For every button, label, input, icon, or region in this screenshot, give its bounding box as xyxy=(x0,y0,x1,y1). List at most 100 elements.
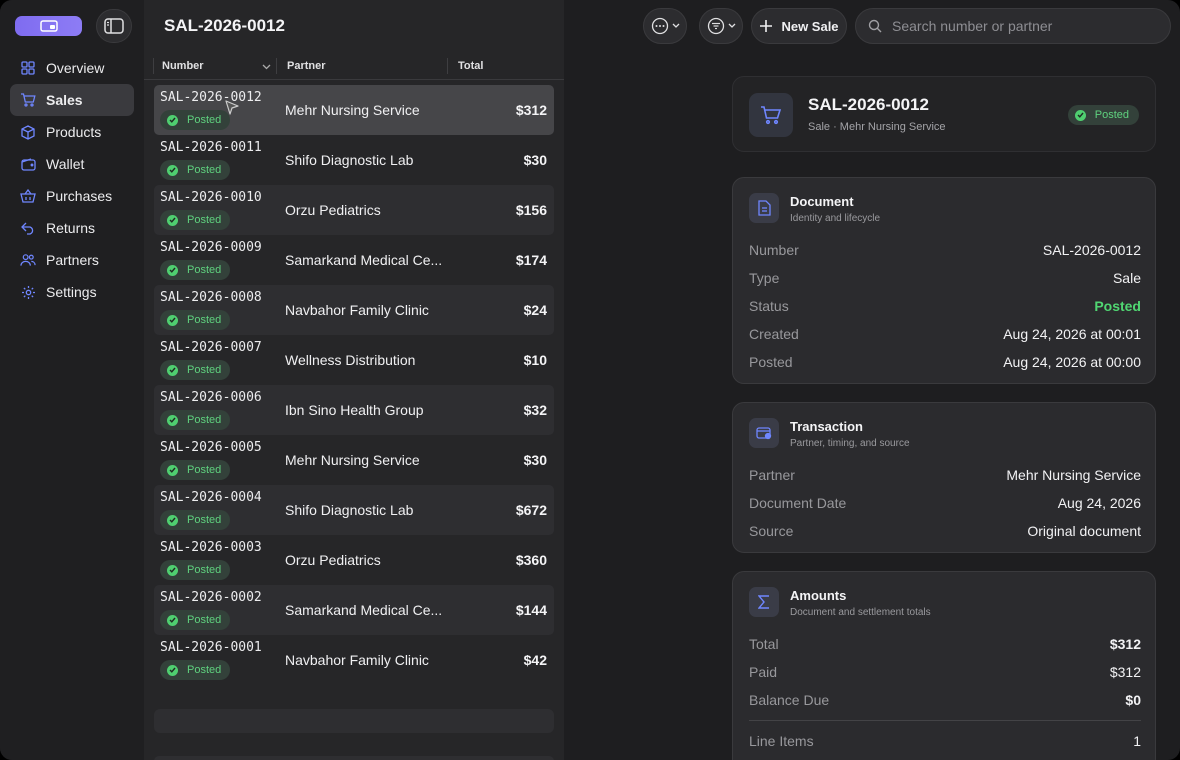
row-number: SAL-2026-0004 xyxy=(160,490,262,505)
sidebar-nav: Overview Sales Products Wallet Purchases… xyxy=(10,52,134,308)
app-logo[interactable] xyxy=(15,16,82,36)
row-partner: Samarkand Medical Ce... xyxy=(285,252,443,268)
sidebar-item-partners[interactable]: Partners xyxy=(10,244,134,276)
box-icon xyxy=(20,124,36,140)
row-number: SAL-2026-0005 xyxy=(160,440,262,455)
field-value: Sale xyxy=(1112,270,1141,286)
field-created: Created Aug 24, 2026 at 00:01 xyxy=(749,326,1141,346)
field-value: SAL-2026-0012 xyxy=(1042,242,1141,258)
new-sale-button[interactable]: New Sale xyxy=(751,8,847,44)
table-row[interactable]: SAL-2026-0010 Posted Orzu Pediatrics $156 xyxy=(154,185,554,235)
field-label: Posted xyxy=(749,354,793,370)
table-row[interactable]: SAL-2026-0006 Posted Ibn Sino Health Group… xyxy=(154,385,554,435)
field-balance-due: Balance Due $0 xyxy=(749,692,1141,712)
status-badge: Posted xyxy=(160,510,231,530)
sidebar-item-products[interactable]: Products xyxy=(10,116,134,148)
mouse-cursor-icon xyxy=(225,100,239,115)
card-subtitle: Identity and lifecycle xyxy=(790,213,881,224)
status-badge: Posted xyxy=(160,410,231,430)
sidebar-item-wallet[interactable]: Wallet xyxy=(10,148,134,180)
card-title: Document xyxy=(790,194,854,209)
check-circle-icon xyxy=(1074,109,1086,121)
table-row[interactable]: SAL-2026-0011 Posted Shifo Diagnostic Lab $… xyxy=(154,135,554,185)
status-badge-label: Posted xyxy=(187,614,222,626)
field-line-items: Line Items 1 xyxy=(749,733,1141,753)
sort-chevron-icon[interactable] xyxy=(262,61,271,73)
cart-icon xyxy=(749,93,793,137)
sidebar-item-overview[interactable]: Overview xyxy=(10,52,134,84)
status-badge: Posted xyxy=(160,610,231,630)
field-label: Created xyxy=(749,326,799,342)
row-partner: Shifo Diagnostic Lab xyxy=(285,152,414,168)
row-partner: Ibn Sino Health Group xyxy=(285,402,424,418)
card-title: Transaction xyxy=(790,419,863,434)
more-options-button[interactable] xyxy=(643,8,687,44)
sidebar-item-settings[interactable]: Settings xyxy=(10,276,134,308)
divider xyxy=(749,720,1141,721)
row-partner: Mehr Nursing Service xyxy=(285,452,420,468)
row-number: SAL-2026-0012 xyxy=(160,90,262,105)
search-field[interactable] xyxy=(855,8,1171,44)
filter-button[interactable] xyxy=(699,8,743,44)
sidebar-item-returns[interactable]: Returns xyxy=(10,212,134,244)
field-value: Aug 24, 2026 at 00:00 xyxy=(1003,354,1141,370)
row-number: SAL-2026-0009 xyxy=(160,240,262,255)
table-row[interactable]: SAL-2026-0007 Posted Wellness Distribution… xyxy=(154,335,554,385)
status-badge-label: Posted xyxy=(187,664,222,676)
status-badge: Posted xyxy=(160,310,231,330)
gear-icon xyxy=(20,284,36,300)
check-circle-icon xyxy=(167,664,178,676)
amounts-card: Amounts Document and settlement totals T… xyxy=(732,571,1156,760)
sidebar-toggle-button[interactable] xyxy=(96,9,132,43)
field-label: Document Date xyxy=(749,495,847,511)
sidebar-item-label: Purchases xyxy=(46,188,113,204)
sidebar-item-purchases[interactable]: Purchases xyxy=(10,180,134,212)
column-header-partner[interactable]: Partner xyxy=(287,60,326,72)
row-number: SAL-2026-0008 xyxy=(160,290,262,305)
field-paid: Paid $312 xyxy=(749,664,1141,684)
field-source: Source Original document xyxy=(749,523,1141,543)
field-type: Type Sale xyxy=(749,270,1141,290)
row-number: SAL-2026-0007 xyxy=(160,340,262,355)
ellipsis-circle-icon xyxy=(651,17,668,35)
row-partner: Shifo Diagnostic Lab xyxy=(285,502,414,518)
empty-row xyxy=(154,756,554,760)
table-row[interactable]: SAL-2026-0009 Posted Samarkand Medical Ce.… xyxy=(154,235,554,285)
sidebar-item-label: Wallet xyxy=(46,156,85,172)
row-total: $156 xyxy=(515,202,547,218)
row-partner: Mehr Nursing Service xyxy=(285,102,420,118)
status-badge-label: Posted xyxy=(187,414,222,426)
row-total: $42 xyxy=(523,652,547,668)
field-posted: Posted Aug 24, 2026 at 00:00 xyxy=(749,354,1141,374)
table-row[interactable]: SAL-2026-0004 Posted Shifo Diagnostic Lab $… xyxy=(154,485,554,535)
card-subtitle: Partner, timing, and source xyxy=(790,438,910,449)
column-header-total[interactable]: Total xyxy=(458,60,484,72)
check-circle-icon xyxy=(167,464,178,476)
field-status: Status Posted xyxy=(749,298,1141,318)
field-value: Mehr Nursing Service xyxy=(1006,467,1141,483)
table-row[interactable]: SAL-2026-0002 Posted Samarkand Medical Ce.… xyxy=(154,585,554,635)
table-row[interactable]: SAL-2026-0008 Posted Navbahor Family Clini… xyxy=(154,285,554,335)
table-row[interactable]: SAL-2026-0001 Posted Navbahor Family Clini… xyxy=(154,635,554,685)
check-circle-icon xyxy=(167,564,178,576)
empty-row xyxy=(154,709,554,733)
table-row[interactable]: SAL-2026-0005 Posted Mehr Nursing Service $… xyxy=(154,435,554,485)
column-header-number[interactable]: Number xyxy=(162,60,204,72)
status-badge: Posted xyxy=(160,260,231,280)
field-value: $312 xyxy=(1109,664,1141,680)
card-subtitle: Document and settlement totals xyxy=(790,607,931,618)
check-circle-icon xyxy=(167,214,178,226)
sidebar-item-sales[interactable]: Sales xyxy=(10,84,134,116)
row-partner: Navbahor Family Clinic xyxy=(285,652,429,668)
status-badge: Posted xyxy=(160,210,231,230)
row-total: $10 xyxy=(523,352,547,368)
search-input[interactable] xyxy=(892,18,1162,34)
column-separator xyxy=(153,58,154,74)
field-document-date: Document Date Aug 24, 2026 xyxy=(749,495,1141,515)
field-label: Line Items xyxy=(749,733,814,749)
field-partner: Partner Mehr Nursing Service xyxy=(749,467,1141,487)
table-row[interactable]: SAL-2026-0012 Posted Mehr Nursing Service $… xyxy=(154,85,554,135)
row-partner: Orzu Pediatrics xyxy=(285,202,381,218)
row-total: $32 xyxy=(523,402,547,418)
table-row[interactable]: SAL-2026-0003 Posted Orzu Pediatrics $360 xyxy=(154,535,554,585)
